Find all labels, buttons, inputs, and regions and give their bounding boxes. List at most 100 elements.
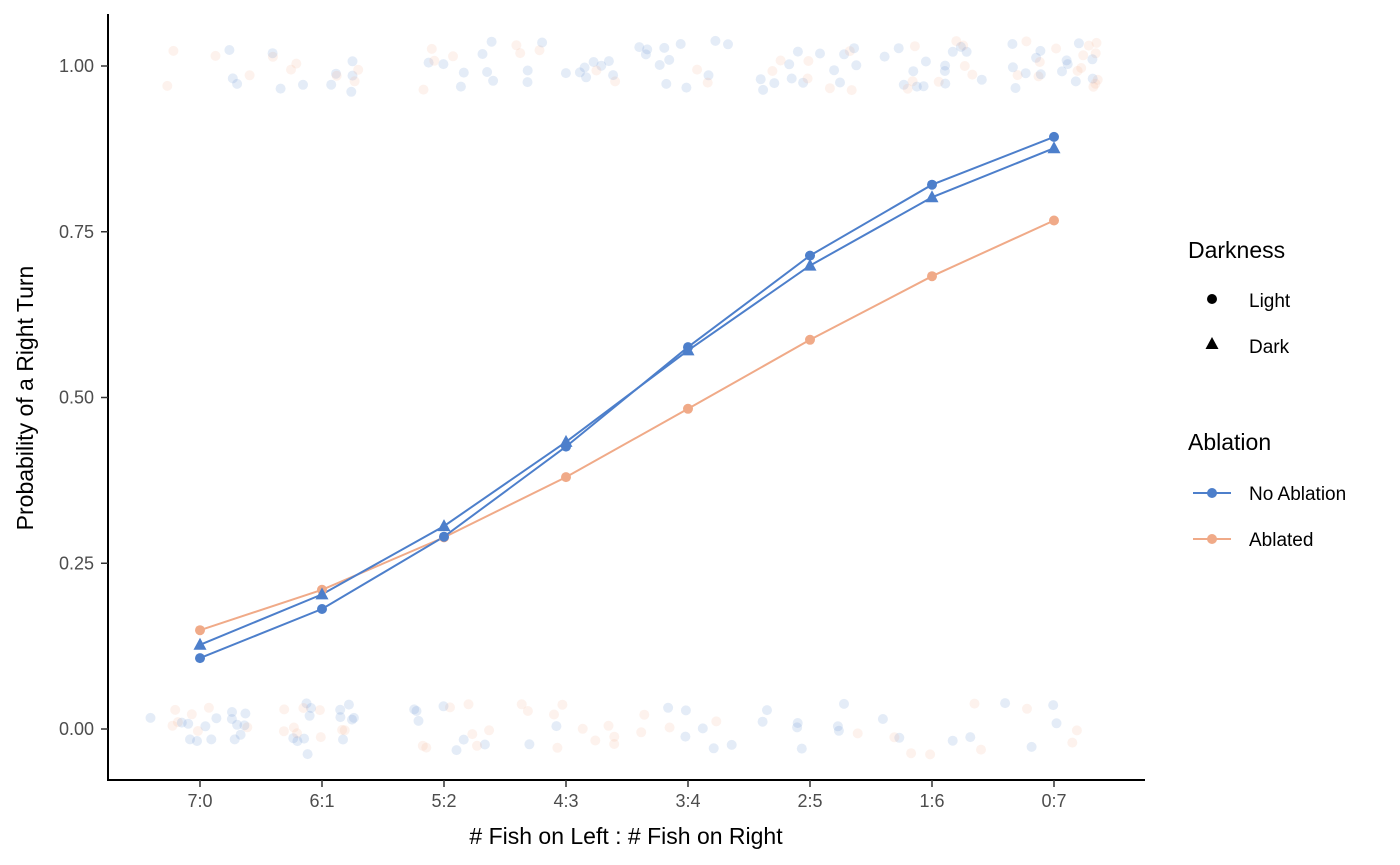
series-point-no-ablation-dark xyxy=(559,434,573,447)
raw-observation-point xyxy=(661,78,672,89)
raw-observation-point xyxy=(417,740,428,751)
raw-observation-point xyxy=(833,725,844,736)
raw-observation-point xyxy=(636,727,647,738)
raw-observation-point xyxy=(240,708,251,719)
raw-observation-point xyxy=(851,60,862,71)
raw-observation-point xyxy=(472,740,482,751)
raw-observation-point xyxy=(591,65,602,76)
raw-observation-point xyxy=(832,721,843,732)
raw-observation-point xyxy=(1031,52,1042,63)
raw-observation-point xyxy=(551,721,562,732)
raw-observation-point xyxy=(792,46,803,57)
raw-observation-point xyxy=(482,67,493,77)
raw-observation-point xyxy=(1090,48,1101,59)
raw-observation-point xyxy=(1076,63,1087,73)
raw-observation-point xyxy=(574,67,585,78)
raw-observation-point xyxy=(337,724,348,735)
series-point-no-ablation-dark xyxy=(803,258,817,271)
raw-observation-point xyxy=(639,709,650,720)
raw-observation-point xyxy=(291,58,302,69)
x-ticks: 7:0 6:1 5:2 4:3 3:4 2:5 1:6 0:7 xyxy=(187,780,1067,811)
series-lines xyxy=(199,135,1055,660)
raw-observation-point xyxy=(723,39,733,50)
raw-observation-point xyxy=(227,73,238,84)
raw-observation-point xyxy=(608,70,619,81)
raw-observation-point xyxy=(579,62,590,73)
raw-observation-point xyxy=(170,704,181,715)
raw-observation-point xyxy=(552,742,563,753)
raw-observation-point xyxy=(1078,50,1089,61)
raw-observation-point xyxy=(315,732,326,743)
series-line-no-ablation-light xyxy=(199,135,1055,660)
raw-observation-point xyxy=(413,715,424,726)
legend-key-ablated-point xyxy=(1207,534,1217,544)
raw-observation-point xyxy=(893,43,904,54)
raw-observation-point xyxy=(1000,698,1011,709)
raw-observation-point xyxy=(1051,718,1062,729)
raw-observation-point xyxy=(664,54,675,65)
raw-observation-point xyxy=(1091,37,1102,48)
legend-title-darkness: Darkness xyxy=(1188,237,1285,263)
raw-observation-point xyxy=(210,50,221,61)
raw-observation-point xyxy=(803,56,814,66)
raw-observation-point xyxy=(1087,73,1098,84)
y-tick-label: 0.00 xyxy=(59,719,94,739)
raw-observation-point xyxy=(304,710,315,721)
raw-observation-point xyxy=(581,72,592,83)
x-tick-label: 6:1 xyxy=(309,791,334,811)
legend-label-no-ablation: No Ablation xyxy=(1249,484,1346,505)
legend-title-ablation: Ablation xyxy=(1188,429,1271,455)
raw-observation-point xyxy=(908,66,919,77)
raw-observation-point xyxy=(463,699,474,710)
series-point-no-ablation-dark xyxy=(681,343,695,356)
raw-observation-point xyxy=(976,74,987,85)
raw-observation-point xyxy=(702,77,713,88)
raw-observation-point xyxy=(346,86,357,97)
raw-observation-point xyxy=(675,39,686,49)
raw-observation-point xyxy=(560,68,571,79)
series-point-no-ablation-light xyxy=(805,250,815,261)
raw-observation-point xyxy=(784,59,795,70)
raw-observation-point xyxy=(577,723,588,734)
raw-observation-point xyxy=(1067,737,1078,748)
series-line-ablated-light xyxy=(199,219,1055,632)
x-tick-label: 3:4 xyxy=(675,791,700,811)
raw-observation-point xyxy=(1061,55,1072,66)
raw-observation-point xyxy=(877,714,888,724)
raw-observation-point xyxy=(958,40,969,51)
raw-observation-point xyxy=(906,748,917,759)
raw-observation-point xyxy=(162,80,173,91)
raw-observation-point xyxy=(292,736,303,747)
raw-observation-point xyxy=(145,712,156,723)
raw-observation-point xyxy=(1087,54,1098,65)
y-axis-title: Probability of a Right Turn xyxy=(12,266,38,531)
raw-observation-point xyxy=(1070,76,1081,87)
raw-observation-point xyxy=(654,60,665,70)
raw-observation-point xyxy=(298,703,309,713)
legend-label-dark: Dark xyxy=(1249,337,1290,358)
raw-observation-point xyxy=(484,725,495,736)
raw-observation-point xyxy=(902,83,913,94)
raw-observation-point xyxy=(192,736,202,746)
raw-observation-point xyxy=(609,739,620,749)
series-point-ablated-light xyxy=(805,334,815,345)
series-point-no-ablation-dark xyxy=(1047,141,1061,154)
raw-observation-point xyxy=(172,717,183,728)
x-tick-label: 1:6 xyxy=(919,791,944,811)
raw-observation-point xyxy=(680,705,691,716)
raw-observation-point xyxy=(663,702,674,713)
raw-observation-point xyxy=(726,739,737,750)
raw-observation-point xyxy=(353,64,364,75)
raw-observation-point xyxy=(680,731,691,742)
raw-observation-point xyxy=(947,735,958,746)
raw-observation-point xyxy=(278,726,289,737)
raw-observation-point xyxy=(423,57,434,68)
raw-observation-point xyxy=(1048,700,1059,711)
raw-observation-point xyxy=(894,732,905,743)
raw-observation-point xyxy=(534,45,545,56)
raw-observation-point xyxy=(1035,45,1046,56)
raw-observation-point xyxy=(226,714,237,724)
raw-observation-point xyxy=(185,734,195,745)
raw-observation-point xyxy=(640,49,651,60)
raw-observation-point xyxy=(697,723,708,734)
